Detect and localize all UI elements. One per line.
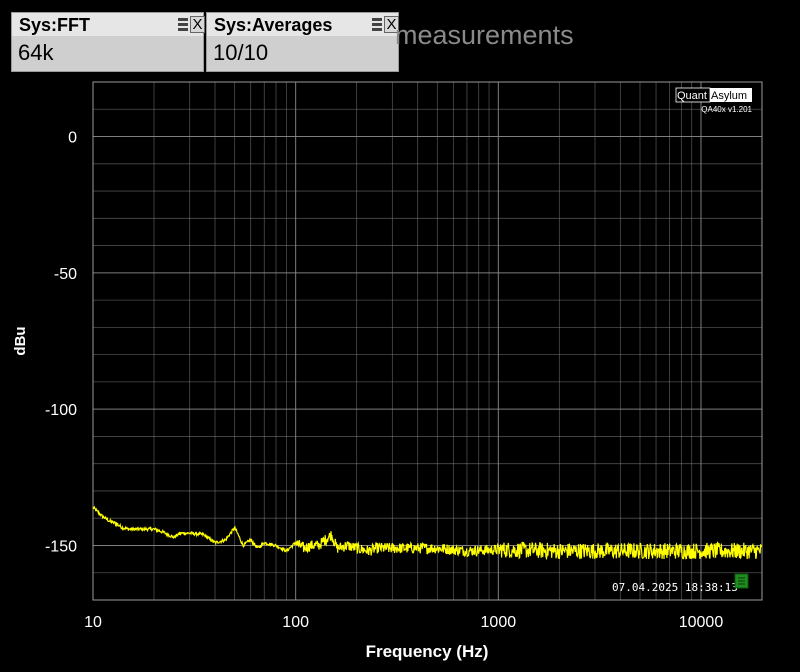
x-tick-labels: 10 100 1000 10000 — [84, 614, 723, 631]
close-icon[interactable]: X — [384, 16, 399, 33]
y-tick-label: -150 — [45, 538, 77, 555]
menu-icon[interactable] — [372, 18, 382, 31]
logo-version: QA40x v1.201 — [701, 105, 752, 114]
y-tick-label: -100 — [45, 402, 77, 419]
averages-widget-value: 10/10 — [213, 40, 269, 65]
logo-quant: Quant — [677, 90, 707, 102]
menu-icon[interactable] — [178, 18, 188, 31]
x-axis-label: Frequency (Hz) — [366, 642, 489, 661]
quantasylum-logo: Quant Asylum QA40x v1.201 — [675, 87, 753, 114]
y-axis-label: dBu — [12, 326, 29, 355]
x-tick-label: 10000 — [679, 614, 724, 631]
fft-widget-title: Sys:FFT — [19, 15, 91, 35]
y-tick-label: -50 — [54, 266, 77, 283]
grid-major — [92, 82, 762, 600]
logo-asylum: Asylum — [711, 90, 747, 102]
y-tick-labels: 0 -50 -100 -150 — [45, 130, 77, 556]
fft-widget-value: 64k — [18, 40, 54, 65]
y-tick-label: 0 — [68, 130, 77, 147]
timestamp: 07.04.2025 18:38:13 — [612, 581, 738, 594]
x-tick-label: 100 — [282, 614, 309, 631]
background-title: measurements — [395, 20, 574, 50]
averages-widget[interactable]: Sys:Averages X 10/10 — [206, 12, 399, 72]
x-tick-label: 10 — [84, 614, 102, 631]
x-tick-label: 1000 — [481, 614, 517, 631]
averages-widget-header: Sys:Averages X — [207, 13, 399, 36]
close-icon[interactable]: X — [190, 16, 205, 33]
spectrum-trace — [92, 505, 763, 561]
averages-widget-title: Sys:Averages — [214, 15, 333, 35]
plot-frame — [92, 81, 763, 601]
fft-widget-header: Sys:FFT X — [12, 13, 205, 36]
fft-widget[interactable]: Sys:FFT X 64k — [11, 12, 205, 72]
grid-minor — [93, 82, 763, 600]
